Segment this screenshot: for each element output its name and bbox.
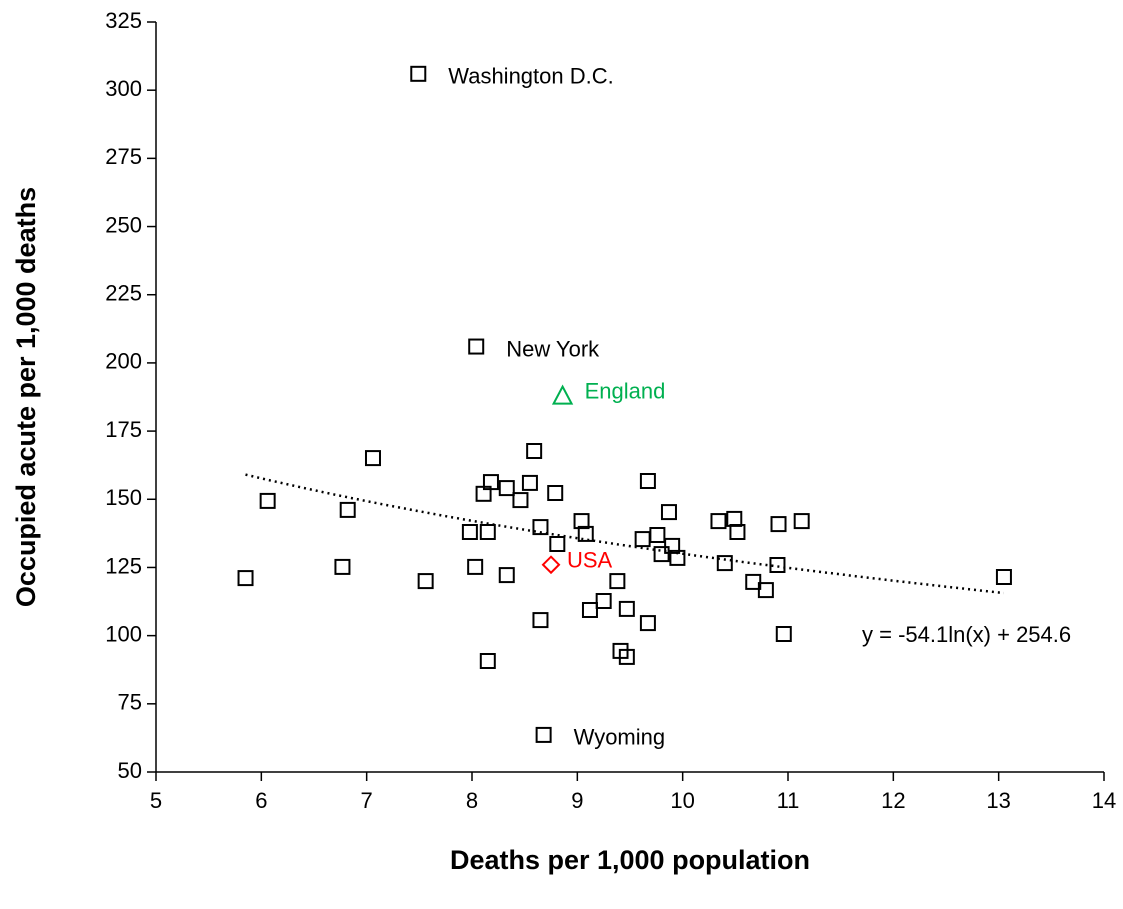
point: [634, 531, 651, 548]
y-tick-label: 150: [105, 485, 142, 510]
point: [669, 549, 686, 566]
point: [775, 626, 792, 642]
point: [581, 602, 598, 618]
series-label: England: [585, 378, 666, 403]
point: [417, 573, 434, 590]
x-tick-label: 10: [670, 788, 694, 813]
point: [334, 558, 351, 575]
x-tick-label: 12: [881, 788, 905, 813]
y-tick-label: 100: [105, 621, 142, 646]
series-label: USA: [567, 548, 613, 573]
x-tick-label: 13: [986, 788, 1010, 813]
point: [498, 567, 515, 584]
point: [793, 513, 810, 530]
point: [639, 473, 656, 489]
point: [521, 474, 538, 491]
y-tick-label: 325: [105, 8, 142, 33]
point: [479, 524, 496, 540]
y-axis-title: Occupied acute per 1,000 deaths: [11, 187, 41, 607]
point: [618, 648, 635, 665]
x-tick-label: 9: [571, 788, 583, 813]
trendline: [245, 473, 1005, 595]
x-tick-label: 8: [466, 788, 478, 813]
point: [609, 573, 626, 590]
y-tick-label: 250: [105, 212, 142, 237]
point: [653, 546, 670, 563]
point: [770, 516, 787, 533]
y-tick-label: 125: [105, 553, 142, 578]
point: [482, 474, 499, 491]
x-tick-label: 5: [150, 788, 162, 813]
point: [649, 527, 666, 543]
point: [498, 480, 515, 497]
x-tick-label: 7: [361, 788, 373, 813]
trendline-equation: y = -54.1ln(x) + 254.6: [862, 622, 1071, 647]
point: [461, 524, 478, 540]
x-tick-label: 11: [777, 788, 800, 813]
point: [757, 582, 774, 599]
x-axis-title: Deaths per 1,000 population: [450, 845, 810, 875]
point: [595, 593, 612, 609]
point: [710, 513, 727, 530]
point-label: Washington D.C.: [448, 64, 613, 89]
point: [526, 443, 543, 459]
point: [664, 537, 681, 554]
point: [995, 569, 1012, 585]
y-tick-label: 75: [118, 690, 142, 715]
point: [410, 65, 427, 82]
point: [541, 555, 561, 575]
point: [468, 338, 485, 355]
point: [745, 573, 762, 590]
point-label: Wyoming: [574, 725, 666, 750]
point: [532, 612, 549, 629]
y-tick-label: 275: [105, 144, 142, 169]
point: [549, 536, 566, 552]
y-tick-label: 300: [105, 76, 142, 101]
point-label: New York: [506, 336, 600, 361]
point: [577, 525, 594, 542]
y-tick-label: 225: [105, 281, 142, 306]
y-tick-label: 200: [105, 349, 142, 374]
point: [547, 485, 564, 501]
point: [237, 570, 254, 587]
point: [573, 513, 590, 530]
y-tick-label: 50: [118, 758, 142, 783]
x-tick-label: 14: [1092, 788, 1116, 813]
point: [512, 492, 529, 509]
point: [364, 450, 381, 467]
point: [729, 524, 746, 540]
point: [639, 615, 656, 632]
point: [479, 653, 496, 669]
point: [467, 558, 484, 575]
point: [726, 510, 743, 527]
point: [769, 557, 786, 573]
point: [532, 519, 549, 536]
point: [660, 504, 677, 521]
point: [618, 600, 635, 617]
point: [716, 555, 733, 572]
point: [535, 726, 552, 743]
point: [339, 501, 356, 518]
y-tick-label: 175: [105, 417, 142, 442]
point: [259, 492, 276, 509]
point: [551, 384, 574, 405]
x-tick-label: 6: [255, 788, 267, 813]
